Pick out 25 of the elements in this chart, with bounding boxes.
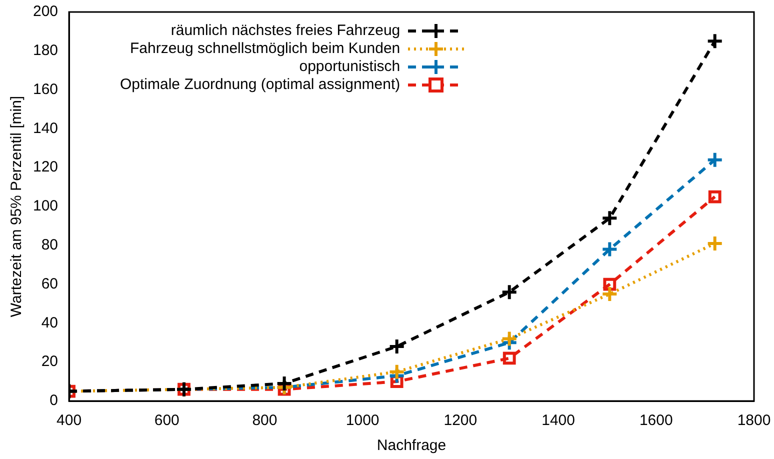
legend-label: Fahrzeug schnellstmöglich beim Kunden xyxy=(130,40,400,58)
y-tick-label: 180 xyxy=(32,42,58,60)
y-tick-label: 40 xyxy=(41,314,58,332)
y-tick-label: 160 xyxy=(32,80,58,98)
legend-label: Optimale Zuordnung (optimal assignment) xyxy=(120,76,400,94)
y-tick-label: 80 xyxy=(41,236,58,254)
legend-label: opportunistisch xyxy=(299,58,400,76)
y-tick-label: 60 xyxy=(41,275,58,292)
x-tick-label: 1800 xyxy=(737,412,771,430)
y-tick-label: 140 xyxy=(32,120,58,137)
y-axis-title: Wartezeit am 95% Perzentil [min] xyxy=(8,96,26,318)
x-tick-label: 800 xyxy=(252,412,278,430)
y-tick-label: 0 xyxy=(50,392,58,410)
x-tick-label: 1400 xyxy=(542,412,575,430)
x-tick-label: 600 xyxy=(154,412,180,430)
y-tick-label: 100 xyxy=(32,198,58,215)
y-tick-label: 200 xyxy=(32,3,58,20)
x-tick-label: 1000 xyxy=(346,412,380,430)
x-axis-title: Nachfrage xyxy=(376,437,446,454)
legend-label: räumlich nächstes freies Fahrzeug xyxy=(170,22,400,40)
y-tick-label: 20 xyxy=(41,353,58,370)
x-tick-label: 400 xyxy=(56,412,82,430)
x-tick-label: 1600 xyxy=(639,412,673,430)
y-tick-label: 120 xyxy=(32,158,58,176)
x-tick-label: 1200 xyxy=(444,412,478,430)
